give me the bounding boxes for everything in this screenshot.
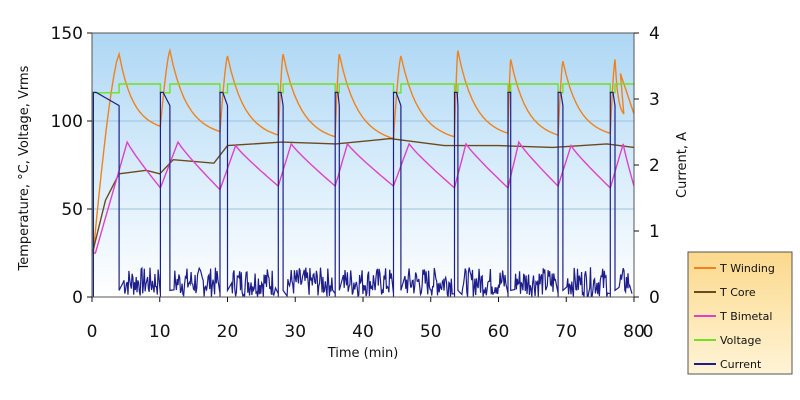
y-right-tick-label: 2 <box>649 156 660 176</box>
x-axis-label: Time (min) <box>327 346 399 361</box>
x-tick-label: 0 <box>87 322 98 342</box>
legend-label-2: T Bimetal <box>719 310 772 323</box>
y-right-tick-label: 4 <box>649 24 660 44</box>
legend-label-1: T Core <box>719 286 756 299</box>
x-tick-label: 20 <box>217 322 239 342</box>
legend-label-4: Current <box>720 358 762 371</box>
gridlines <box>92 120 634 210</box>
plot-background <box>92 33 634 297</box>
series-group <box>92 47 634 297</box>
legend-label-0: T Winding <box>719 262 775 275</box>
series-t-winding <box>92 47 634 254</box>
x-tick-label: 70 <box>555 322 577 342</box>
legend-label-3: Voltage <box>720 334 761 347</box>
series-current <box>92 91 633 297</box>
y-left-tick-label: 100 <box>51 112 83 132</box>
y-axis-left: 0 50 100 150 <box>51 24 92 308</box>
x-tick-label: 60 <box>488 322 510 342</box>
y-left-tick-label: 150 <box>51 24 83 44</box>
y-axis-right: 0 1 2 3 4 <box>634 24 660 308</box>
legend-box <box>687 251 793 375</box>
y-left-tick-label: 0 <box>72 288 83 308</box>
y-axis-left-label: Temperature, °C, Voltage, Vrms <box>17 65 32 271</box>
y-axis-right-label: Current, A <box>675 132 690 198</box>
y-right-tick-label: 3 <box>649 90 660 110</box>
x-tick-label: 80 <box>623 322 645 342</box>
x-tick-label: 50 <box>420 322 442 342</box>
x-axis: 0 10 20 30 40 50 60 70 800 <box>87 297 654 342</box>
y-right-tick-label: 1 <box>649 222 660 242</box>
series-t-bimetal <box>92 140 634 254</box>
y-right-tick-label: 0 <box>649 288 660 308</box>
x-tick-label: 40 <box>352 322 374 342</box>
x-tick-label: 30 <box>284 322 306 342</box>
y-left-tick-label: 50 <box>61 200 83 220</box>
x-tick-label: 10 <box>149 322 171 342</box>
legend: T Winding T Core T Bimetal Voltage Current <box>687 251 793 375</box>
x-tick-label-right: 0 <box>643 322 654 342</box>
series-t-core <box>92 137 634 255</box>
